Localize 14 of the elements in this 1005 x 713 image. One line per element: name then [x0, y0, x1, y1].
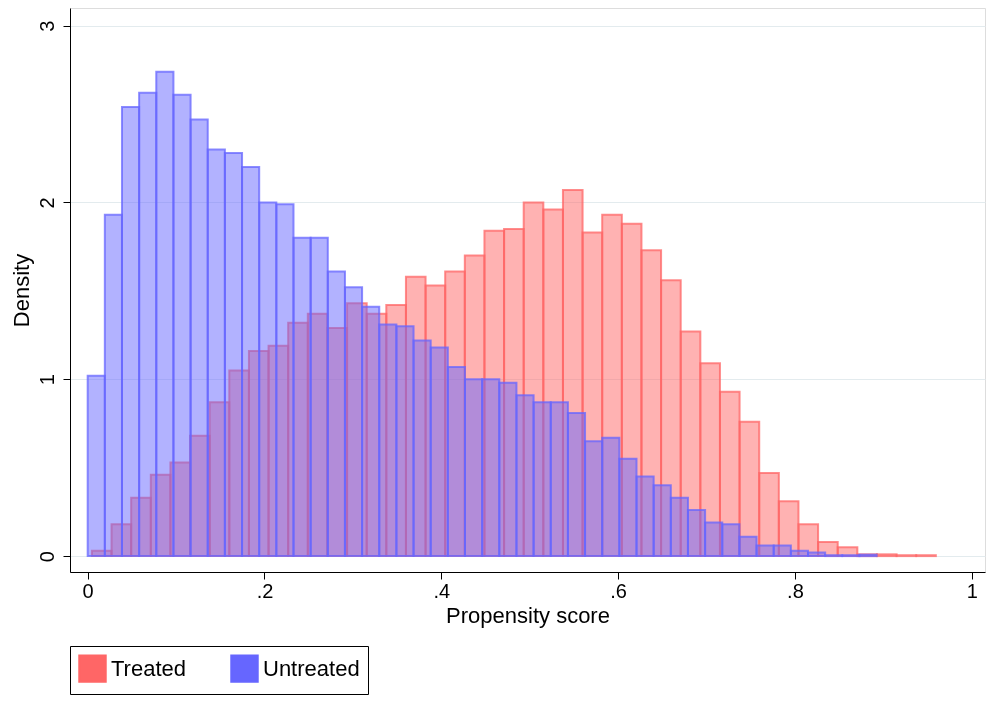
legend-label: Untreated: [263, 655, 360, 681]
x-tick-label: .2: [256, 579, 274, 602]
y-tick-label: 1: [35, 374, 58, 386]
y-tick-label: 2: [35, 197, 58, 209]
x-tick-label: .4: [433, 579, 451, 602]
y-tick-label: 0: [35, 551, 58, 563]
x-axis-title: Propensity score: [446, 602, 610, 628]
legend-label: Treated: [111, 655, 187, 681]
x-tick-label: 0: [82, 579, 94, 602]
y-tick-label: 3: [35, 20, 58, 32]
x-tick-label: .6: [610, 579, 627, 602]
y-axis-title: Density: [8, 253, 34, 328]
x-tick-label: 1: [966, 579, 978, 602]
x-tick-label: .8: [787, 579, 804, 602]
